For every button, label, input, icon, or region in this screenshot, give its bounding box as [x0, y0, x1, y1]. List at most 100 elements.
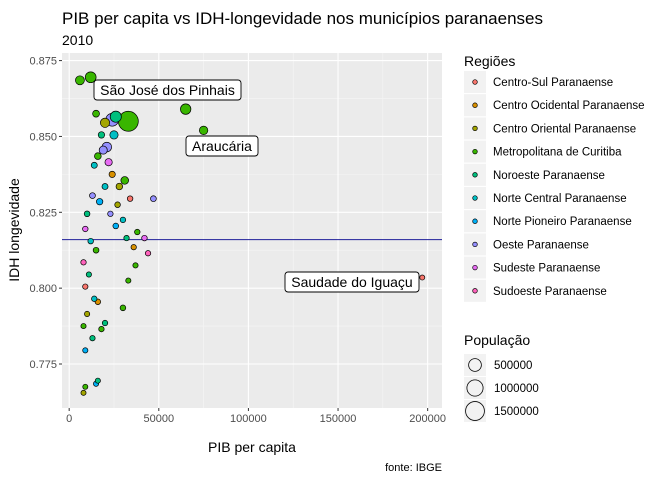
chart-caption: fonte: IBGE — [385, 462, 442, 474]
data-point — [98, 145, 108, 155]
points-layer — [75, 71, 426, 396]
data-point — [107, 210, 114, 217]
chart-title: PIB per capita vs IDH-longevidade nos mu… — [62, 9, 543, 28]
size-entry-label: 500000 — [494, 360, 532, 372]
data-point — [85, 271, 92, 278]
legend-entry-label: Noroeste Paranaense — [493, 170, 605, 182]
legend-entry-label: Sudoeste Paranaense — [493, 286, 607, 298]
size-key-circle — [465, 401, 485, 421]
legend-entry-label: Centro-Sul Paranaense — [493, 77, 613, 89]
legend-key-swatch — [472, 218, 478, 224]
data-point — [80, 259, 87, 266]
data-point — [94, 377, 101, 384]
annotation-box — [284, 271, 420, 293]
y-tick-label: 0.775 — [29, 359, 57, 371]
plot-panel — [62, 53, 442, 408]
annotation-box — [93, 79, 242, 101]
data-point — [91, 295, 98, 302]
legend-key-swatch — [472, 148, 478, 155]
data-point — [87, 237, 94, 245]
x-tick-label: 150000 — [320, 413, 357, 425]
size-entry-label: 1500000 — [494, 406, 539, 418]
data-point — [94, 152, 102, 160]
data-point — [419, 274, 426, 281]
data-point — [134, 228, 141, 236]
legend-key-swatch — [472, 125, 478, 132]
annotation-label: Araucária — [192, 138, 252, 154]
size-key-bg — [464, 400, 486, 422]
annotation-box — [185, 135, 259, 157]
grid-minor — [62, 53, 442, 408]
x-tick-label: 0 — [66, 413, 72, 425]
y-tick-label: 0.825 — [29, 207, 57, 219]
y-tick-label: 0.850 — [29, 131, 57, 143]
data-point — [90, 161, 98, 169]
data-point — [141, 234, 148, 242]
size-legend-title: População — [464, 332, 530, 348]
data-point — [92, 109, 100, 118]
legend-key-swatch — [472, 79, 478, 85]
data-point — [117, 110, 139, 132]
legend-entry-label: Sudeste Paranaense — [493, 263, 600, 275]
data-point — [82, 283, 89, 290]
data-point — [75, 75, 85, 86]
x-tick-label: 50000 — [143, 413, 174, 425]
data-point — [82, 383, 89, 390]
data-point — [83, 210, 91, 218]
data-point — [144, 250, 152, 257]
legend-entry-label: Centro Ocidental Paranaense — [493, 100, 645, 112]
data-point — [100, 117, 110, 128]
data-point — [89, 192, 96, 199]
data-point — [84, 71, 97, 84]
data-point — [130, 244, 137, 251]
x-axis-ticks: 0 50000 100000 150000 200000 — [66, 408, 446, 425]
data-point — [199, 125, 209, 135]
legend-key-swatch — [472, 264, 478, 271]
data-point — [104, 158, 113, 167]
data-point — [89, 335, 96, 342]
data-point — [132, 262, 139, 269]
data-point — [119, 216, 127, 223]
y-axis-ticks: 0.775 0.800 0.825 0.850 0.875 — [29, 56, 62, 371]
size-key-circle — [466, 379, 484, 397]
color-legend: Centro-Sul Paranaense Centro Ocidental Pa… — [464, 71, 645, 302]
legend-key-swatch — [472, 172, 478, 178]
x-tick-label: 200000 — [409, 413, 446, 425]
data-point — [125, 277, 132, 284]
y-tick-label: 0.800 — [29, 283, 57, 295]
data-point — [80, 323, 87, 330]
data-point — [101, 183, 109, 190]
chart-subtitle: 2010 — [62, 32, 93, 48]
annotations-layer: São José dos Pinhais Araucária Saudade do … — [93, 79, 420, 293]
data-point — [114, 201, 121, 208]
x-tick-label: 100000 — [230, 413, 267, 425]
legend-key-swatch — [472, 288, 478, 294]
annotation-label: São José dos Pinhais — [100, 82, 235, 98]
data-point — [98, 326, 105, 333]
data-point — [109, 110, 122, 123]
legend-key-swatch — [472, 102, 478, 108]
data-point — [101, 319, 109, 327]
data-point — [82, 347, 89, 354]
data-point — [115, 182, 124, 191]
size-key-circle — [468, 358, 482, 372]
data-point — [123, 235, 130, 242]
data-point — [97, 131, 106, 139]
legend-entry-label: Norte Pioneiro Paranaense — [493, 216, 632, 228]
data-point — [119, 304, 127, 312]
legend-key-swatch — [472, 195, 478, 201]
data-point — [109, 130, 119, 140]
legend-entry-label: Metropolitana de Curitiba — [493, 147, 622, 159]
y-tick-label: 0.875 — [29, 56, 57, 68]
annotation-label: Saudade do Iguaçu — [291, 274, 412, 290]
data-point — [108, 170, 116, 178]
x-axis-title: PIB per capita — [208, 439, 296, 455]
y-axis-title: IDH longevidade — [6, 178, 22, 282]
data-point — [82, 225, 89, 233]
data-point — [96, 198, 104, 206]
size-key-bg — [464, 354, 486, 376]
legend-entry-label: Norte Central Paranaense — [493, 193, 627, 205]
size-entry-label: 1000000 — [494, 383, 539, 395]
data-point — [180, 103, 192, 115]
